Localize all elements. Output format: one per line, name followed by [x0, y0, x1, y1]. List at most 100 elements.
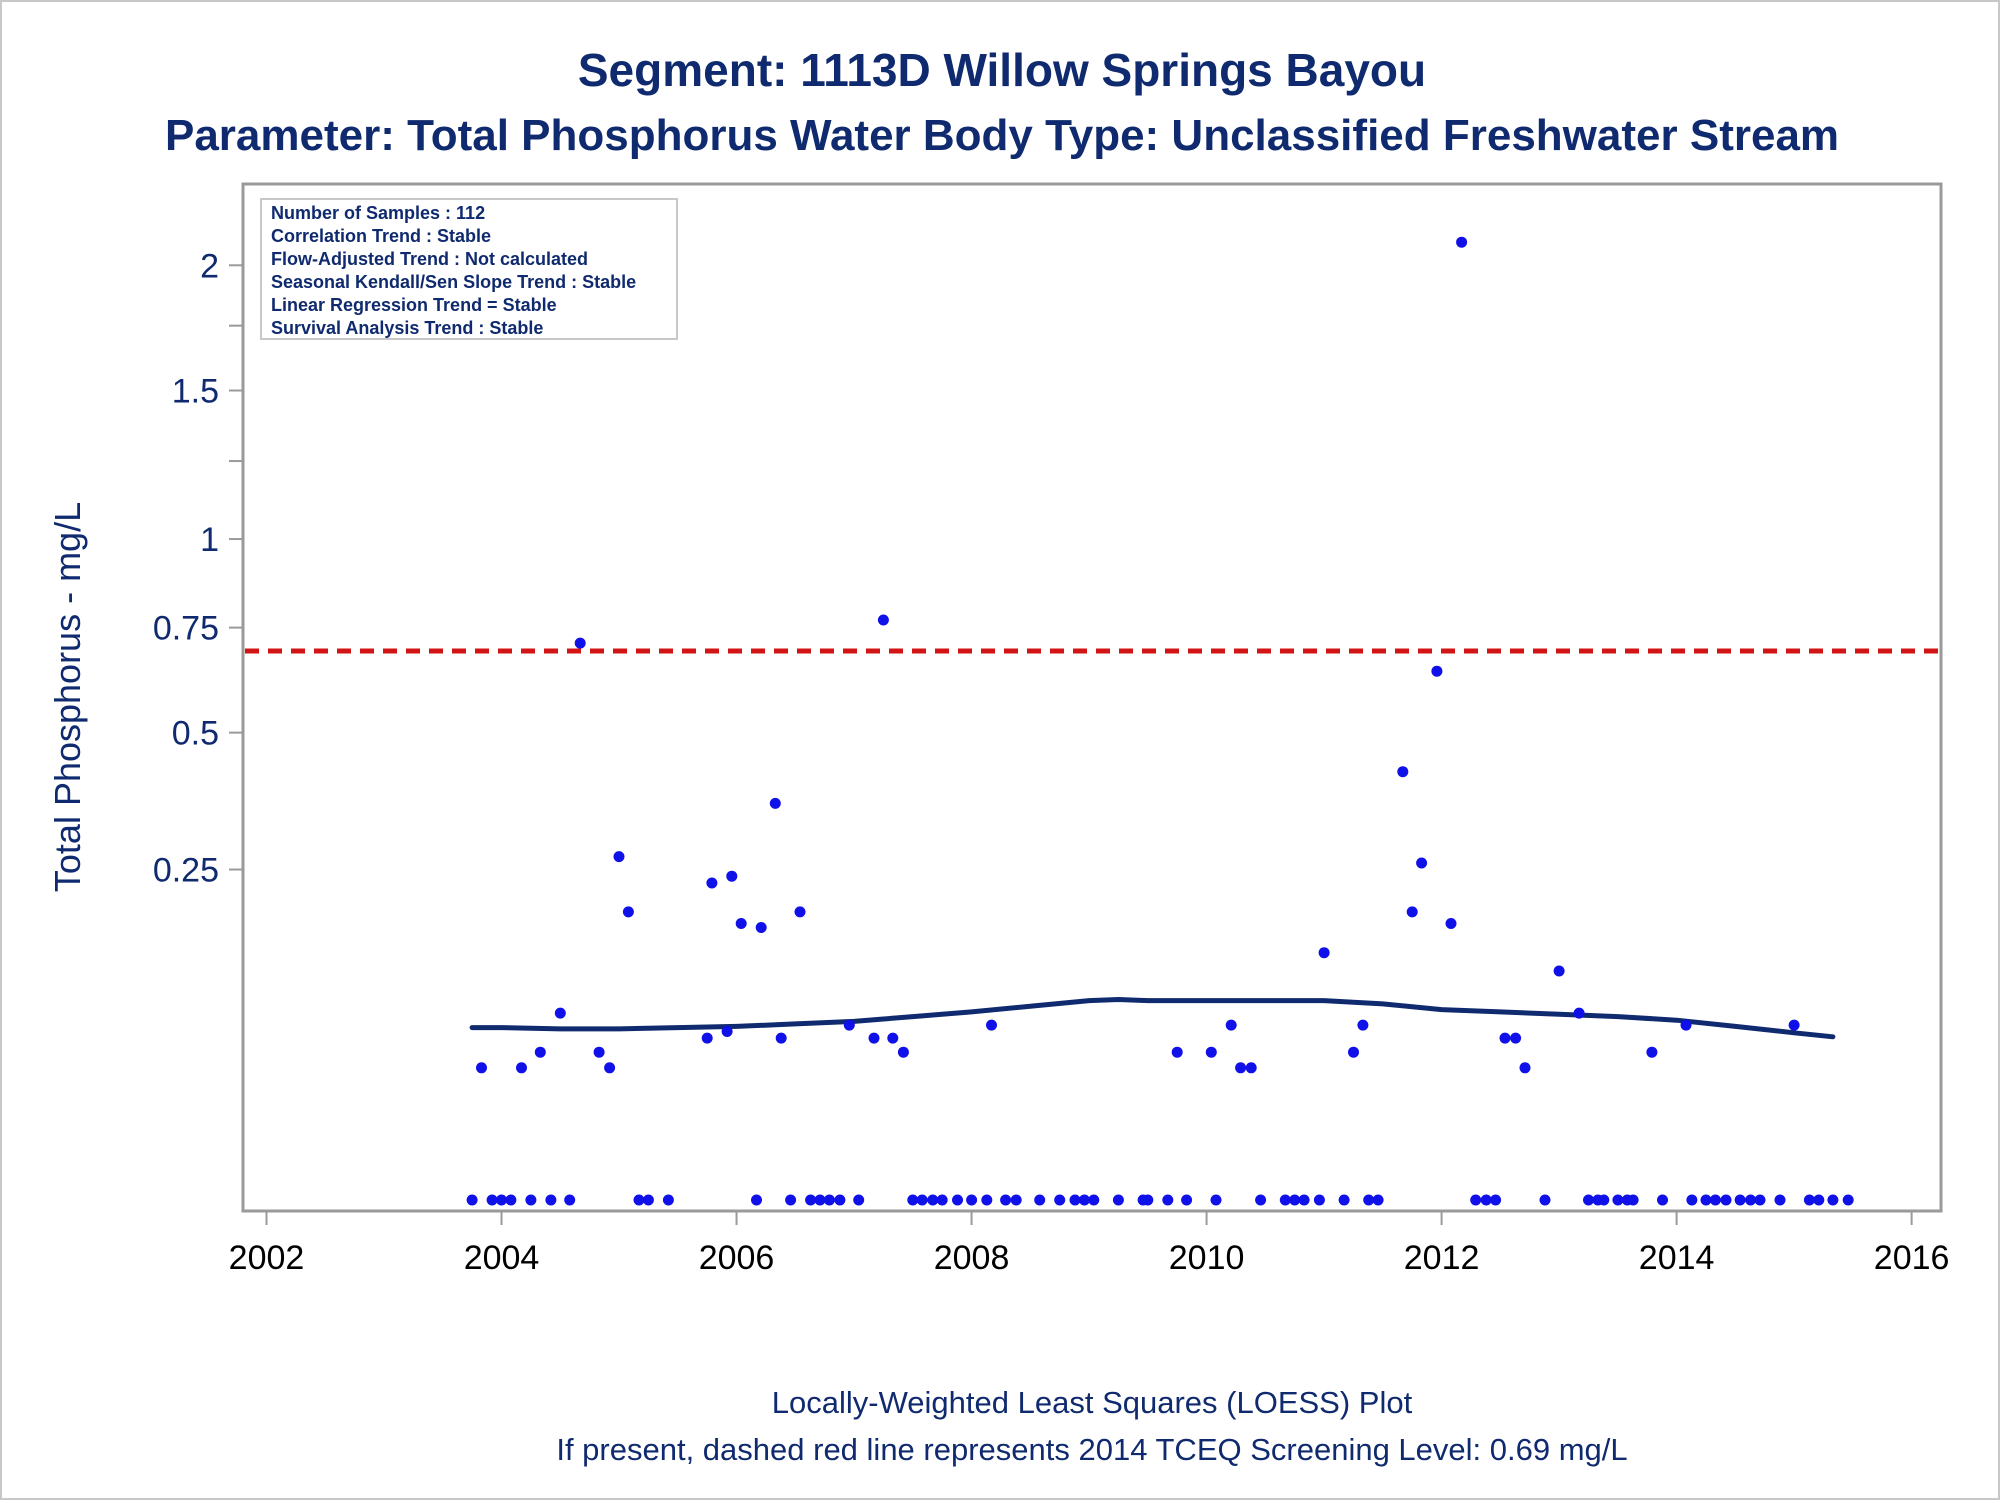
- data-point: [476, 1062, 487, 1074]
- data-point: [505, 1194, 517, 1206]
- data-point: [986, 1019, 997, 1031]
- data-point: [785, 1194, 797, 1206]
- x-tick-label: 2012: [1404, 1239, 1480, 1277]
- data-point: [1279, 1194, 1291, 1206]
- data-point: [966, 1194, 978, 1206]
- data-point: [1397, 766, 1409, 778]
- data-point: [1456, 236, 1468, 248]
- data-point: [927, 1194, 939, 1206]
- data-point: [1813, 1194, 1825, 1206]
- data-point: [701, 1032, 713, 1044]
- data-point: [1734, 1194, 1746, 1206]
- data-point: [706, 877, 718, 889]
- data-point: [721, 1026, 733, 1037]
- data-point: [755, 922, 767, 933]
- data-point: [834, 1194, 846, 1206]
- data-point: [1235, 1062, 1247, 1074]
- x-tick-label: 2008: [934, 1239, 1010, 1277]
- data-point: [1598, 1194, 1610, 1206]
- data-point: [1499, 1032, 1511, 1044]
- data-point: [1069, 1194, 1081, 1206]
- chart-title: Segment: 1113D Willow Springs Bayou: [578, 44, 1426, 96]
- data-point: [1088, 1194, 1100, 1206]
- data-point: [554, 1007, 566, 1019]
- data-point: [1612, 1194, 1624, 1206]
- data-point: [1539, 1194, 1551, 1206]
- data-point: [1788, 1019, 1800, 1031]
- chart-subtitle: Parameter: Total Phosphorus Water Body T…: [165, 111, 1839, 160]
- data-point: [1646, 1046, 1658, 1058]
- data-point: [1627, 1194, 1639, 1206]
- x-tick-label: 2004: [464, 1239, 540, 1277]
- data-point: [574, 637, 586, 649]
- data-point: [593, 1046, 605, 1058]
- data-point: [486, 1194, 498, 1206]
- data-point: [1754, 1194, 1766, 1206]
- data-point: [1680, 1019, 1692, 1031]
- data-point: [1010, 1194, 1022, 1206]
- data-point: [516, 1062, 527, 1074]
- data-point: [1054, 1194, 1066, 1206]
- data-point: [897, 1046, 909, 1058]
- data-point: [916, 1194, 928, 1206]
- data-point: [1745, 1194, 1757, 1206]
- data-point: [642, 1194, 654, 1206]
- data-point: [1686, 1194, 1698, 1206]
- data-point: [662, 1194, 674, 1206]
- x-tick-label: 2016: [1874, 1239, 1950, 1277]
- stats-line: Number of Samples : 112: [271, 203, 485, 223]
- data-point: [1255, 1194, 1267, 1206]
- data-point: [1490, 1194, 1502, 1206]
- stats-line: Survival Analysis Trend : Stable: [271, 318, 543, 338]
- data-point: [1245, 1062, 1257, 1074]
- x-tick-label: 2002: [229, 1239, 305, 1277]
- data-point: [1709, 1194, 1721, 1206]
- data-point: [1318, 947, 1330, 959]
- data-point: [868, 1032, 880, 1044]
- data-point: [1034, 1194, 1046, 1206]
- data-point: [775, 1032, 787, 1044]
- loess-curve: [469, 997, 1836, 1040]
- data-point: [1470, 1194, 1482, 1206]
- data-point: [1700, 1194, 1712, 1206]
- data-point: [1205, 1046, 1217, 1058]
- data-point: [814, 1194, 826, 1206]
- data-point: [1583, 1194, 1594, 1206]
- data-point: [1657, 1194, 1668, 1206]
- data-point: [1519, 1062, 1531, 1074]
- data-point: [545, 1194, 557, 1206]
- data-point: [1510, 1032, 1522, 1044]
- data-point: [1181, 1194, 1193, 1206]
- data-point: [1210, 1194, 1222, 1206]
- data-point: [877, 614, 889, 626]
- data-point: [466, 1194, 478, 1206]
- footnote-screening-level: If present, dashed red line represents 2…: [556, 1432, 1627, 1467]
- data-point: [1078, 1194, 1090, 1206]
- data-point: [1000, 1194, 1012, 1206]
- data-point: [726, 870, 738, 882]
- data-point: [1162, 1194, 1174, 1206]
- data-point: [1774, 1194, 1786, 1206]
- data-point: [751, 1194, 762, 1206]
- data-point: [534, 1046, 546, 1058]
- data-point: [564, 1194, 576, 1206]
- data-point: [1573, 1007, 1585, 1019]
- data-point: [907, 1194, 919, 1206]
- data-point: [613, 851, 625, 863]
- y-axis: 0.25 0.5 0.75 1 1.5 2: [153, 247, 243, 890]
- data-point: [805, 1194, 817, 1206]
- data-point: [496, 1194, 507, 1206]
- plot-area-frame: [241, 182, 1943, 1213]
- data-point: [936, 1194, 948, 1206]
- data-point: [1363, 1194, 1375, 1206]
- data-point: [1112, 1194, 1124, 1206]
- footnote-loess: Locally-Weighted Least Squares (LOESS) P…: [772, 1385, 1413, 1420]
- data-point: [1803, 1194, 1815, 1206]
- data-point: [1171, 1046, 1183, 1058]
- data-point: [622, 906, 634, 918]
- stats-line: Seasonal Kendall/Sen Slope Trend : Stabl…: [271, 272, 636, 292]
- data-point: [1553, 965, 1565, 977]
- y-tick-label: 0.5: [172, 715, 219, 753]
